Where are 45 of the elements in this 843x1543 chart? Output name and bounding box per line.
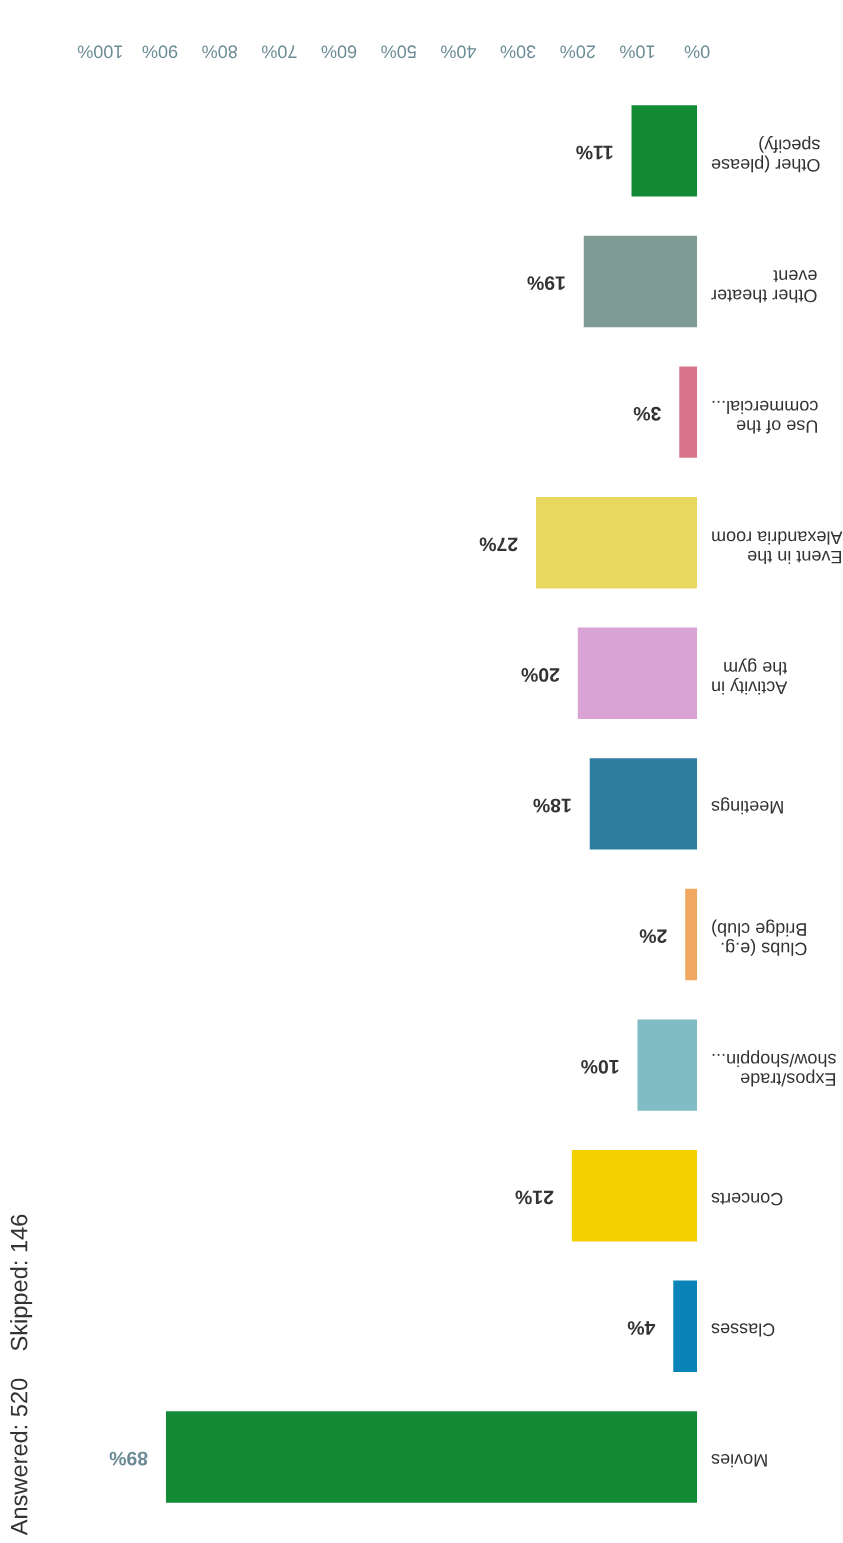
x-tick-label: 40%	[441, 45, 477, 59]
bar	[536, 496, 698, 589]
data-label: 18%	[533, 798, 571, 813]
y-tick-label: Other theater event	[711, 270, 817, 303]
bar	[679, 366, 698, 458]
data-label: 3%	[633, 406, 661, 421]
data-label: 4%	[627, 1321, 656, 1335]
data-label: 89%	[109, 1451, 148, 1466]
text: Answered: 520 Skipped: 146	[10, 1214, 33, 1536]
x-tick-label: 80%	[202, 45, 237, 59]
x-tick-label: 70%	[261, 45, 297, 59]
x-tick-label: 30%	[500, 45, 536, 59]
y-tick-label: Movies	[711, 1453, 767, 1468]
x-tick-label: 20%	[560, 45, 595, 59]
bar	[165, 1411, 698, 1503]
bar	[685, 888, 698, 981]
y-tick-label: Activity in the gym	[712, 658, 788, 695]
y-tick-label: Use of the commercial...	[712, 400, 818, 434]
x-tick-label: 50%	[381, 45, 417, 59]
y-tick-label: Other (please specify)	[711, 135, 820, 173]
x-tick-label: 10%	[620, 45, 655, 59]
bar	[631, 105, 698, 197]
x-tick-label: 60%	[321, 45, 357, 59]
data-label: 2%	[639, 929, 667, 944]
data-label: 21%	[515, 1190, 554, 1205]
bar	[571, 1150, 698, 1242]
y-tick-label: Expos/trade show/shoppin...	[712, 1050, 836, 1087]
data-label: 27%	[479, 537, 518, 552]
x-tick-label: 0%	[684, 45, 710, 59]
y-tick-label: Event in the Alexandria room	[712, 531, 843, 565]
y-tick-label: Concerts	[711, 1192, 783, 1206]
data-label: 11%	[576, 145, 613, 160]
bar	[583, 235, 698, 328]
bar	[673, 1280, 698, 1373]
y-tick-label: Classes	[711, 1323, 775, 1337]
data-label: 19%	[527, 276, 565, 291]
bar	[637, 1019, 698, 1111]
x-tick-label: 90%	[142, 45, 178, 59]
data-label: 10%	[581, 1059, 619, 1074]
x-tick-label: 100%	[77, 45, 123, 59]
y-tick-label: Clubs (e.g. Bridge club)	[712, 919, 807, 956]
y-tick-label: Meetings	[711, 797, 783, 815]
bar	[589, 758, 698, 850]
data-label: 20%	[521, 668, 560, 682]
bar	[577, 627, 698, 720]
